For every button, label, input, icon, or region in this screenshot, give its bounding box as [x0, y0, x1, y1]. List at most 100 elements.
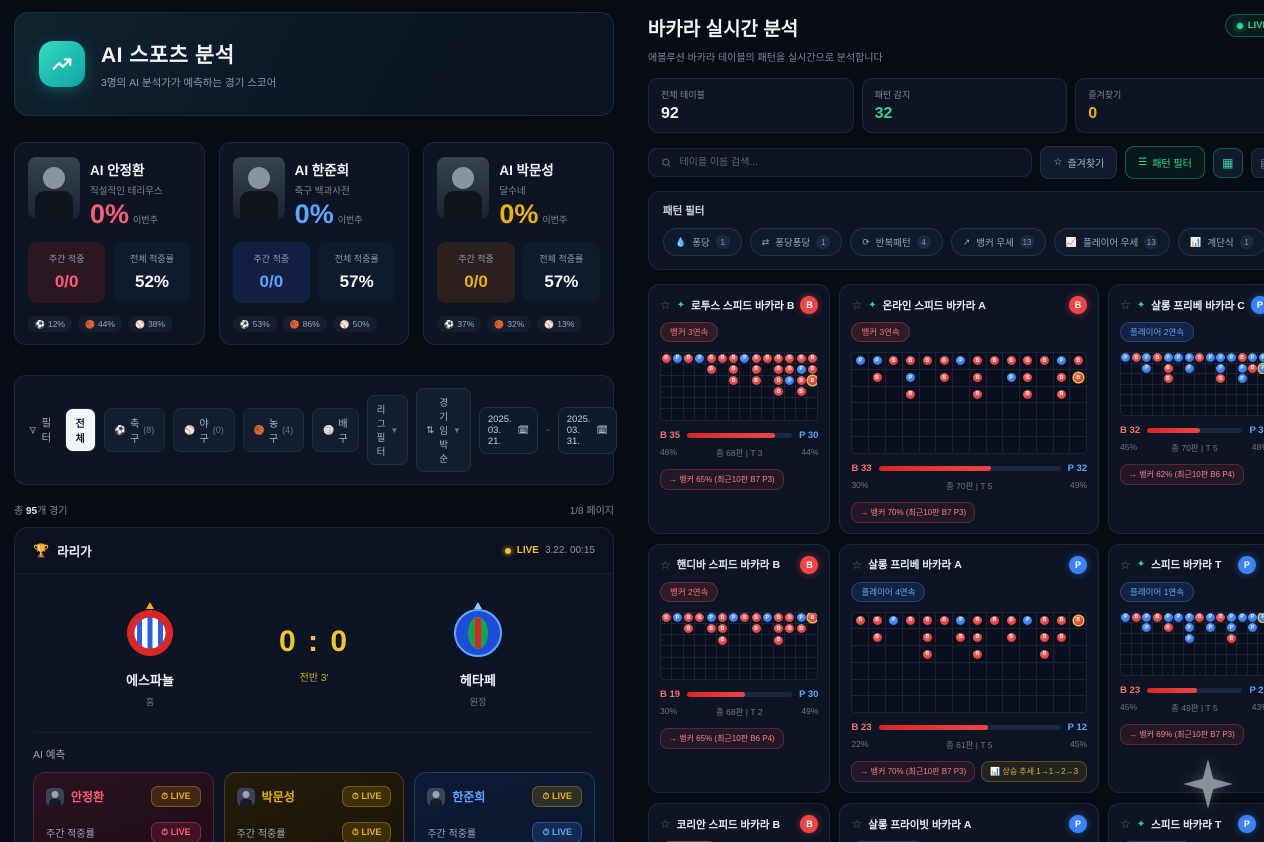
pattern-chip[interactable]: 📈 플레이어 우세 13 — [1053, 228, 1171, 256]
bead-cell — [1070, 696, 1087, 713]
pattern-chip[interactable]: 💧 퐁당 1 — [663, 228, 742, 256]
sort-select[interactable]: ⇅ 경기 임박순 ▼ — [416, 388, 471, 472]
filter-all-button[interactable]: 전체 — [64, 408, 96, 452]
weekly-rate-row: 주간 적중률 ⏱ LIVE — [427, 822, 583, 842]
bead-banker: B — [1248, 363, 1258, 373]
bead-cell — [869, 679, 885, 696]
baccarat-table-card[interactable]: ☆ 살롱 프리베 바카라 A P 플레이어 4연속 B B B P B B B B B P B B B B B B B P… — [839, 543, 1100, 794]
score-sub-row: 22% 총 61판 | T 5 45% — [851, 739, 1087, 751]
star-icon[interactable]: ☆ — [851, 557, 863, 572]
star-icon[interactable]: ☆ — [660, 817, 671, 832]
baccarat-table-card[interactable]: ☆ 핸디바 스피드 바카라 B B 뱅커 2연속 B P B B B P B B B B P B B B P B B B B… — [648, 543, 831, 794]
bead-cell — [717, 657, 728, 668]
analyst-card[interactable]: AI 안정환 직설적인 테리우스 0% 이번주 주간 적중 0/0 전체 적중률 52% ⚽ 12… — [14, 142, 205, 345]
analyst-card[interactable]: AI 한준희 축구 백과사전 0% 이번주 주간 적중 0/0 전체 적중률 57% ⚽ 53% 🏀… — [218, 142, 410, 345]
bead-banker: B — [785, 353, 795, 363]
baccarat-table-card[interactable]: ☆ ✦ 살롱 프리베 바카라 C P 플레이어 2연속 P B P P B P B B P P P B P P P B P… — [1108, 284, 1264, 534]
bead-cell — [1247, 384, 1258, 395]
search-box[interactable] — [648, 148, 1033, 177]
bead-cell — [1152, 644, 1163, 654]
favorites-button[interactable]: ☆ 즐겨찾기 — [1040, 146, 1118, 179]
star-icon[interactable]: ☆ — [1120, 557, 1131, 572]
analyst-week-note: 이번주 — [542, 215, 568, 225]
bead-cell — [728, 657, 739, 668]
bead-cell — [661, 375, 672, 386]
date-from-input[interactable]: 2025. 03. 21. 🗓 — [478, 406, 539, 454]
bead-cell — [1003, 436, 1020, 453]
round-count: 총 61판 | T 5 — [945, 740, 993, 751]
grid-view-button[interactable]: ▦ — [1212, 147, 1243, 178]
match-period: 전반 3' — [299, 672, 329, 684]
pattern-chip[interactable]: ⇄ 퐁당퐁당 1 — [749, 228, 843, 256]
bead-column: P — [1258, 612, 1264, 675]
sport-filter-pill[interactable]: ⚾ 야구 (0) — [173, 408, 235, 452]
banker-pct: 45% — [1120, 701, 1138, 712]
bead-cell — [661, 398, 672, 409]
pattern-chip[interactable]: ↗ 뱅커 우세 13 — [950, 228, 1046, 256]
bead-cell — [1121, 395, 1131, 405]
bead-cell — [1184, 665, 1194, 675]
pattern-chip[interactable]: ⟳ 반복패턴 4 — [850, 228, 943, 256]
banker-pct: 46% — [660, 446, 678, 457]
list-view-button[interactable]: ▤ — [1250, 147, 1264, 178]
bead-banker: B — [1006, 632, 1016, 642]
score-bar-row: B 32 P 33 — [1120, 425, 1264, 436]
bead-cell — [1216, 665, 1226, 675]
bead-cell: B — [773, 635, 784, 646]
bead-cell: B — [683, 623, 694, 635]
win-ratio-bar — [1147, 428, 1243, 434]
bead-cell — [869, 662, 885, 679]
bead-cell — [1152, 633, 1163, 644]
match-card[interactable]: 🏆 라리가 LIVE 3.22. 00:15 — [14, 527, 614, 842]
date-to-input[interactable]: 2025. 03. 31. 🗓 — [557, 406, 617, 454]
bead-cell — [1020, 420, 1036, 436]
sport-filter-pill[interactable]: 🏀 농구 (4) — [242, 408, 305, 452]
star-icon[interactable]: ☆ — [851, 817, 863, 832]
star-icon[interactable]: ☆ — [660, 557, 671, 572]
bead-column: B — [1194, 353, 1205, 416]
baccarat-table-card[interactable]: ☆ ✦ 스피드 바카라 T P 플레이어 1연속 P B P P B P B P P P P B P P B P P B P P… — [1108, 543, 1264, 794]
baccarat-table-card[interactable]: ☆ ✦ 로투스 스피드 바카라 B B 뱅커 3연속 B P B P B B B B B B P B B B B B B B… — [648, 284, 831, 534]
bead-cell — [936, 420, 953, 436]
pagination[interactable]: 1/8 페이지 — [569, 506, 614, 517]
bead-banker: B — [740, 613, 750, 623]
star-icon[interactable]: ☆ — [1120, 817, 1131, 832]
bead-banker: B — [661, 613, 671, 623]
search-input[interactable] — [679, 157, 1020, 168]
bead-cell — [717, 668, 728, 680]
bead-cell — [728, 386, 739, 397]
bead-cell — [762, 398, 773, 409]
pattern-filter-button[interactable]: ☰ 패턴 필터 — [1125, 146, 1205, 179]
league-filter-select[interactable]: 리그 필터 ▼ — [366, 395, 409, 465]
sport-filter-pill[interactable]: 🏐 배구 — [312, 408, 359, 452]
bead-cell: B — [902, 353, 919, 369]
bead-cell — [784, 668, 795, 680]
bead-cell — [762, 668, 773, 680]
bead-cell — [1053, 679, 1070, 696]
analyst-card[interactable]: AI 박문성 달수네 0% 이번주 주간 적중 0/0 전체 적중률 57% ⚽ 37% 🏀 32% ⚾… — [423, 142, 615, 345]
bead-cell: P — [1053, 353, 1070, 369]
bead-banker: B — [939, 356, 949, 366]
bead-cell: B — [807, 353, 818, 364]
pattern-chip[interactable]: 📊 계단식 1 — [1178, 228, 1264, 256]
analyst-week-pct: 0% 이번주 — [90, 199, 158, 229]
star-icon[interactable]: ☆ — [1120, 298, 1131, 312]
baccarat-table-card[interactable]: ☆ ✦ 온라인 스피드 바카라 A B 뱅커 3연속 P P B B B P B B B B P B B B B B P B… — [839, 284, 1100, 534]
away-team-name: 헤타페 — [460, 673, 496, 688]
bead-cell — [1036, 369, 1053, 386]
bead-cell: B — [919, 646, 936, 662]
star-icon[interactable]: ☆ — [660, 298, 671, 312]
bead-cell — [1258, 665, 1264, 675]
sport-filter-pill[interactable]: ⚽ 축구 (8) — [103, 408, 166, 452]
star-icon[interactable]: ☆ — [851, 298, 863, 312]
